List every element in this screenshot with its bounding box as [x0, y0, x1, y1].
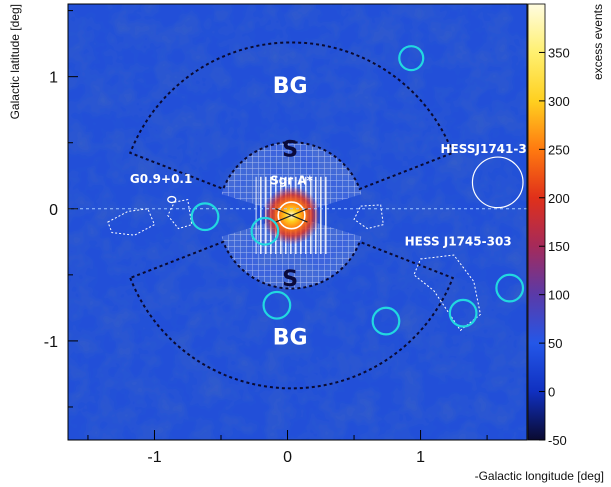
excess-contour	[413, 254, 481, 332]
source-label: HESSJ1741-302	[441, 142, 544, 156]
excluded-source-circle	[495, 273, 525, 303]
colorbar: 350 300 250 200 150 100 50 0 -50	[527, 3, 570, 448]
excluded-source-circle	[190, 202, 220, 232]
y-tick-label: 0	[49, 202, 58, 219]
sgra-inner-ring	[277, 201, 306, 230]
colorbar-tick-label: 250	[548, 142, 570, 157]
bg-ring-bottom	[128, 240, 455, 390]
label-s-top: S	[282, 138, 298, 163]
excluded-source-circle	[448, 298, 478, 328]
label-s-bottom: S	[282, 267, 298, 292]
excluded-source-circle	[371, 306, 401, 336]
colorbar-tick-label: 0	[548, 385, 555, 400]
colorbar-tick-label: 200	[548, 191, 570, 206]
sgra-cross-marker	[275, 208, 308, 223]
plot-frame	[67, 3, 528, 441]
colorbar-tick-label: -50	[548, 433, 567, 448]
source-label: HESS J1745-303	[405, 234, 512, 248]
x-tick-label: -1	[147, 449, 161, 466]
excess-contour	[167, 198, 193, 230]
hess-source-circle	[471, 156, 524, 209]
colorbar-title: excess events	[591, 4, 605, 80]
label-bg-bottom: BG	[273, 325, 308, 350]
y-tick-label: 1	[49, 70, 58, 87]
plot-area: BG BG S S Sgr A* G0.9+0.1 HESSJ1741-302 HESS J1…	[68, 4, 544, 440]
excess-contour	[107, 208, 156, 236]
excluded-source-circle	[398, 45, 425, 72]
colorbar-tick-label: 350	[548, 45, 570, 60]
y-tick-label: -1	[44, 334, 58, 351]
y-axis-title: Galactic latitude [deg]	[8, 4, 22, 119]
excluded-source-circle	[262, 290, 292, 320]
axes: -1 0 1 1 0 -1	[44, 3, 528, 466]
excess-contour	[353, 204, 384, 230]
g09-marker	[167, 195, 177, 204]
excluded-source-circle	[250, 216, 280, 246]
source-label: G0.9+0.1	[130, 172, 192, 186]
colorbar-tick-label: 50	[548, 336, 562, 351]
x-tick-label: 1	[416, 449, 425, 466]
colorbar-tick-label: 100	[548, 288, 570, 303]
label-bg-top: BG	[273, 74, 308, 99]
x-tick-label: 0	[283, 449, 292, 466]
colorbar-tick-label: 150	[548, 239, 570, 254]
bg-ring-top	[128, 41, 455, 191]
colorbar-tick-label: 300	[548, 94, 570, 109]
x-axis-title: -Galactic longitude [deg]	[475, 469, 604, 483]
source-label: Sgr A*	[270, 174, 314, 188]
colorbar-gradient	[527, 3, 546, 441]
